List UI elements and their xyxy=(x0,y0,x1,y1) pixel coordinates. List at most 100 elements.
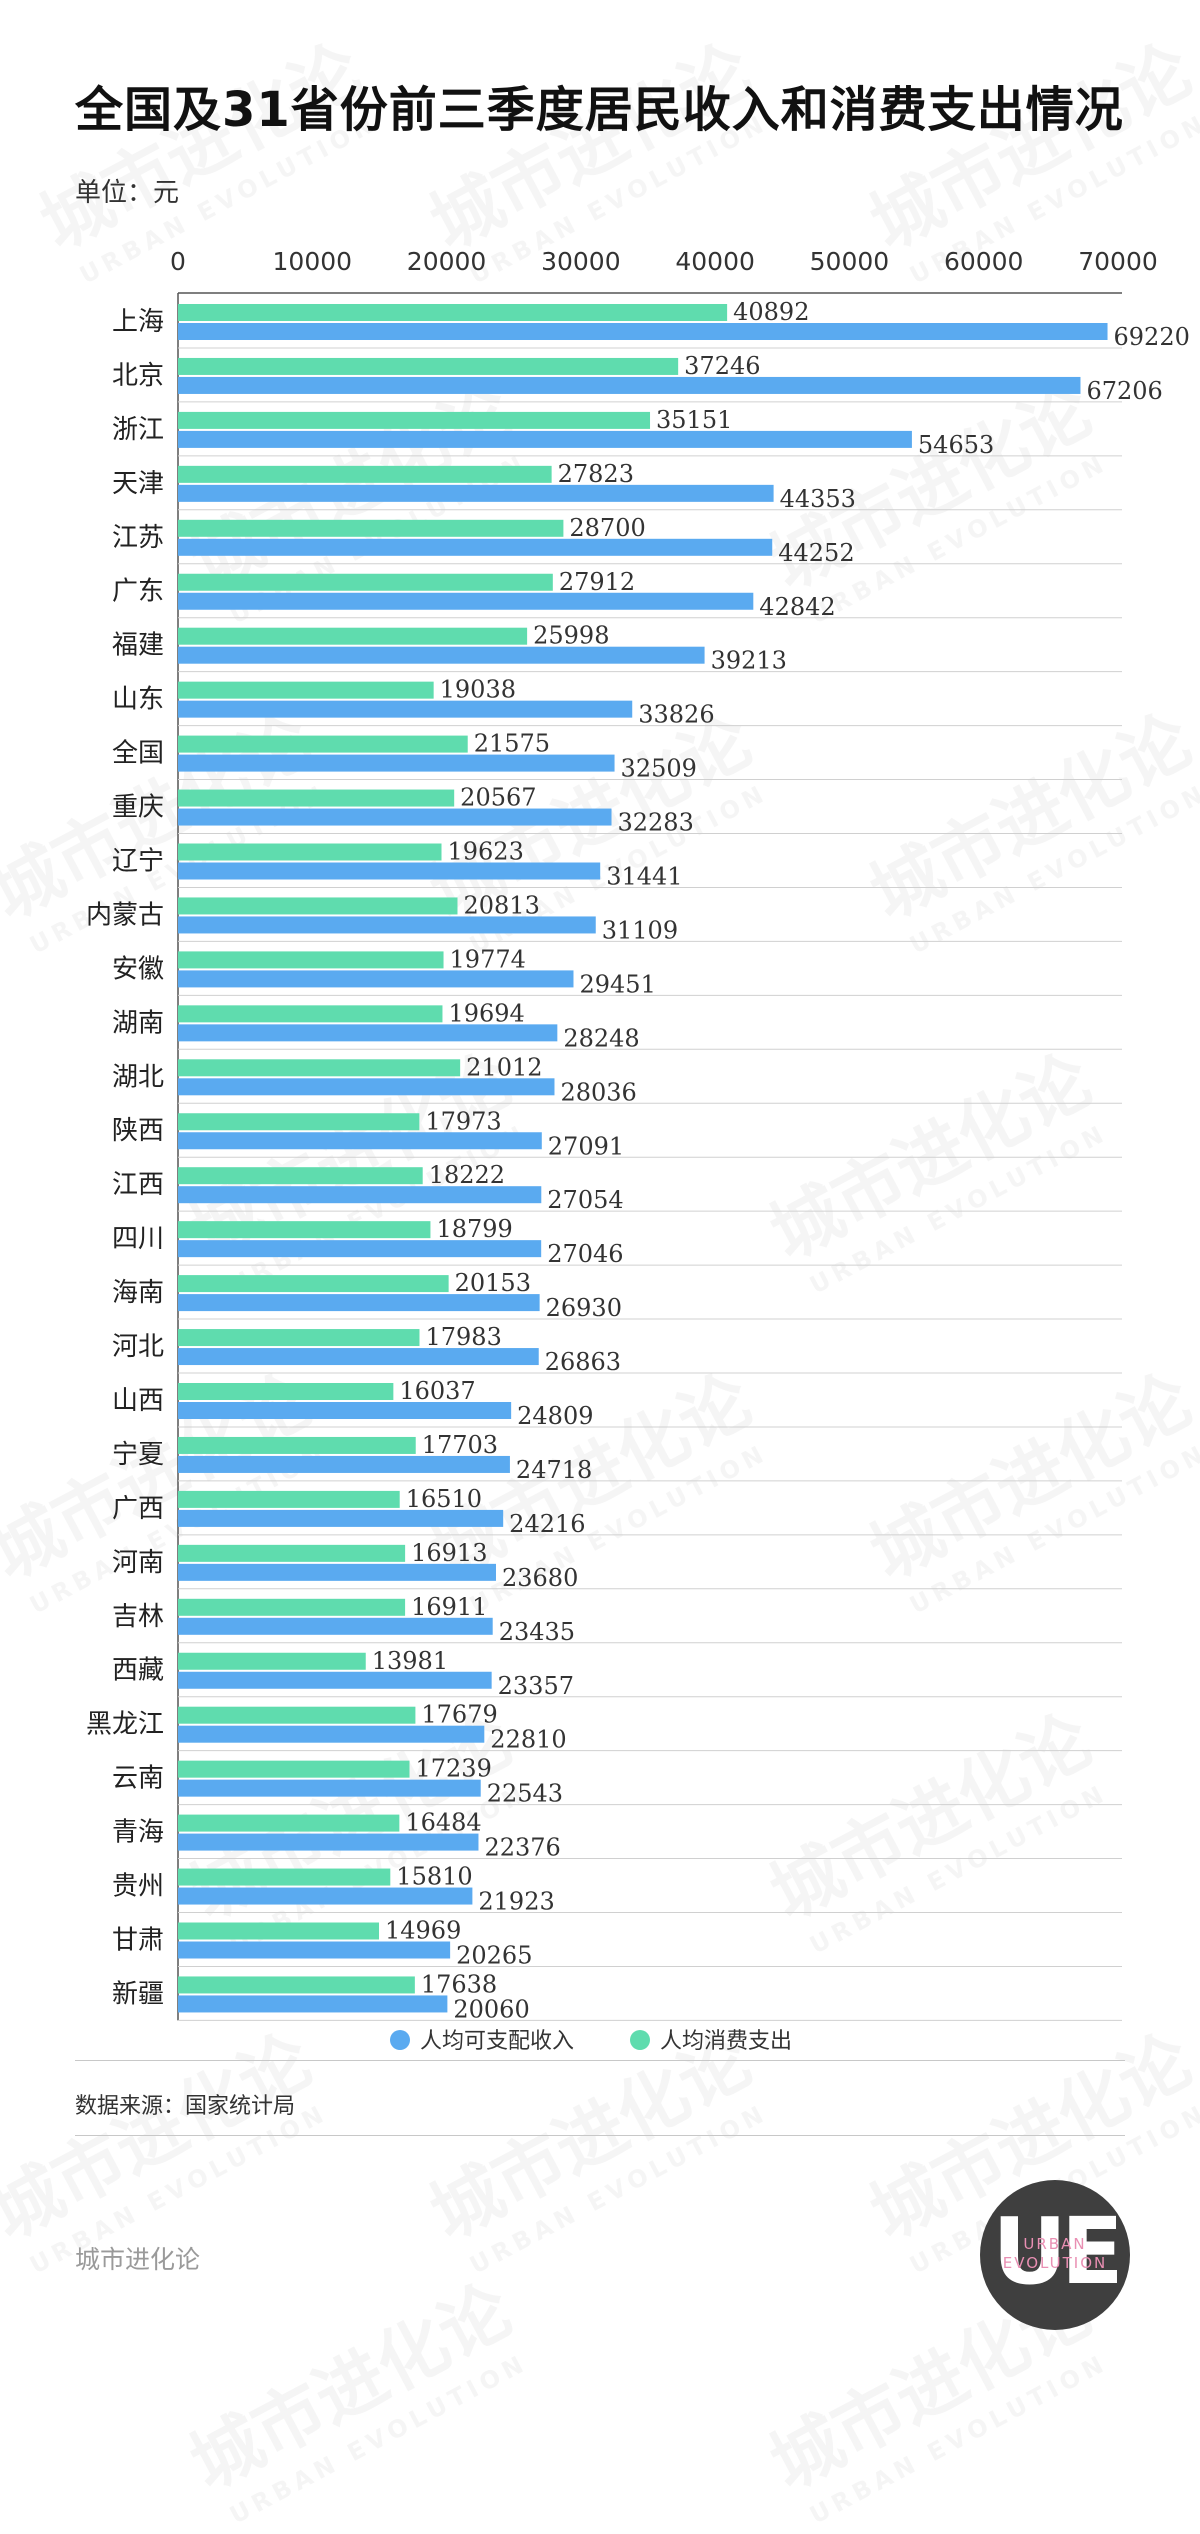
income-bar xyxy=(178,538,773,556)
logo-letters: UE xyxy=(992,2198,1124,2305)
consumption-value-label: 28700 xyxy=(569,514,645,542)
income-bar xyxy=(178,1402,512,1419)
income-bar xyxy=(178,916,596,934)
income-value-label: 39213 xyxy=(711,647,787,675)
income-bar xyxy=(178,1779,481,1797)
income-value-label: 27054 xyxy=(547,1186,623,1214)
consumption-bar xyxy=(178,1814,400,1832)
income-value-label: 54653 xyxy=(918,431,994,459)
income-value-label: 42842 xyxy=(759,593,835,621)
income-bar xyxy=(178,1186,542,1204)
consumption-value-label: 14969 xyxy=(385,1917,461,1945)
consumption-bar xyxy=(178,1436,416,1454)
income-bar xyxy=(178,1240,542,1258)
income-value-label: 28248 xyxy=(563,1024,639,1052)
income-bar xyxy=(178,1455,510,1473)
category-label: 浙江 xyxy=(112,415,164,445)
consumption-value-label: 18222 xyxy=(429,1161,505,1189)
x-tick-label: 50000 xyxy=(810,247,890,276)
income-bar xyxy=(178,1725,485,1743)
legend-consumption-label: 人均消费支出 xyxy=(660,2029,792,2054)
consumption-bar xyxy=(178,411,651,429)
category-label: 云南 xyxy=(112,1764,164,1794)
consumption-value-label: 16510 xyxy=(406,1485,482,1513)
category-label: 全国 xyxy=(112,739,164,769)
consumption-value-label: 27823 xyxy=(558,460,634,488)
consumption-bar xyxy=(178,843,442,861)
consumption-bar xyxy=(178,735,468,753)
category-label: 山东 xyxy=(112,685,164,715)
category-label: 吉林 xyxy=(112,1602,164,1632)
consumption-bar xyxy=(178,1760,410,1778)
income-bar xyxy=(178,1132,542,1150)
consumption-bar xyxy=(178,1706,416,1724)
income-value-label: 27046 xyxy=(547,1240,623,1268)
category-label: 福建 xyxy=(112,631,164,661)
x-tick-label: 60000 xyxy=(944,247,1024,276)
consumption-value-label: 16484 xyxy=(405,1809,481,1837)
income-value-label: 29451 xyxy=(579,970,655,998)
income-value-label: 23680 xyxy=(502,1564,578,1592)
logo-line1: URBAN xyxy=(1023,2235,1087,2253)
x-tick-label: 0 xyxy=(170,247,186,276)
consumption-bar xyxy=(178,1544,406,1562)
x-tick-label: 20000 xyxy=(407,247,487,276)
income-bar xyxy=(178,1617,493,1635)
consumption-bar xyxy=(178,1005,443,1023)
consumption-bar xyxy=(178,789,455,807)
category-label: 辽宁 xyxy=(112,846,164,876)
consumption-value-label: 25998 xyxy=(533,622,609,650)
category-label: 海南 xyxy=(112,1278,164,1308)
consumption-value-label: 20813 xyxy=(463,891,539,919)
income-bar xyxy=(178,754,615,772)
consumption-bar xyxy=(178,681,434,699)
income-bar xyxy=(178,1941,451,1959)
consumption-bar xyxy=(178,1167,423,1185)
income-value-label: 31441 xyxy=(606,863,682,891)
consumption-value-label: 13981 xyxy=(372,1647,448,1675)
consumption-bar xyxy=(178,573,553,591)
ue-logo: UE URBAN EVOLUTION xyxy=(980,2180,1130,2330)
consumption-bar xyxy=(178,1383,394,1400)
category-label: 内蒙古 xyxy=(86,900,164,930)
chart-title: 全国及31省份前三季度居民收入和消费支出情况 xyxy=(75,82,1124,138)
income-value-label: 32509 xyxy=(621,755,697,783)
category-label: 江西 xyxy=(112,1170,164,1200)
consumption-bar xyxy=(178,897,458,915)
category-label: 湖北 xyxy=(112,1062,164,1092)
consumption-bar xyxy=(178,1976,415,1994)
consumption-bar xyxy=(178,627,528,645)
income-value-label: 22810 xyxy=(490,1726,566,1754)
category-label: 陕西 xyxy=(112,1116,164,1146)
income-value-label: 26930 xyxy=(546,1294,622,1322)
category-label: 广西 xyxy=(112,1494,164,1524)
category-label: 新疆 xyxy=(112,1979,164,2009)
income-bar xyxy=(178,1078,555,1096)
consumption-bar xyxy=(178,1221,431,1239)
category-label: 四川 xyxy=(112,1224,164,1254)
consumption-value-label: 19774 xyxy=(450,945,526,973)
income-value-label: 28036 xyxy=(560,1078,636,1106)
category-label: 天津 xyxy=(112,469,164,499)
income-value-label: 67206 xyxy=(1086,377,1162,405)
income-bar xyxy=(178,1671,492,1689)
income-value-label: 44353 xyxy=(780,485,856,513)
income-bar xyxy=(178,1348,539,1366)
category-label: 宁夏 xyxy=(112,1440,164,1470)
x-tick-label: 40000 xyxy=(675,247,755,276)
income-bar xyxy=(178,700,633,718)
consumption-value-label: 16913 xyxy=(411,1539,487,1567)
income-value-label: 31109 xyxy=(602,916,678,944)
category-label: 甘肃 xyxy=(112,1925,164,1955)
unit-label: 单位：元 xyxy=(75,178,180,208)
x-tick-label: 30000 xyxy=(541,247,621,276)
category-label: 安徽 xyxy=(112,954,164,984)
income-value-label: 23357 xyxy=(498,1672,574,1700)
income-value-label: 23435 xyxy=(499,1618,575,1646)
consumption-value-label: 19694 xyxy=(448,999,524,1027)
consumption-value-label: 16037 xyxy=(399,1377,475,1405)
consumption-bar xyxy=(178,1275,449,1293)
income-value-label: 32283 xyxy=(618,809,694,837)
income-bar xyxy=(178,1024,558,1042)
income-bar xyxy=(178,1563,496,1581)
